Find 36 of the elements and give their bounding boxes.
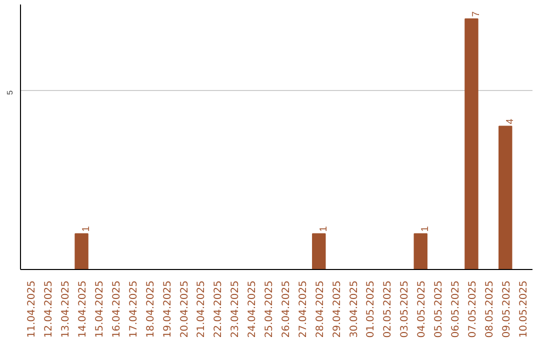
- x-tick-label: 04.05.2025: [416, 280, 428, 338]
- x-tick-label: 25.04.2025: [264, 280, 276, 338]
- data-label: 4: [504, 118, 516, 124]
- x-tick-label: 01.05.2025: [366, 280, 377, 338]
- x-tick-label: 12.04.2025: [44, 280, 55, 338]
- x-tick-label: 20.04.2025: [179, 280, 190, 338]
- x-tick-label: 10.05.2025: [518, 280, 530, 338]
- x-tick-label: 18.04.2025: [145, 280, 156, 338]
- x-tick-label: 11.04.2025: [26, 280, 38, 338]
- x-tick-label: 26.04.2025: [280, 280, 292, 338]
- x-tick-label: 08.05.2025: [484, 280, 496, 338]
- x-tick-label: 03.05.2025: [400, 280, 411, 338]
- data-label: 7: [470, 10, 482, 17]
- x-tick-label: 06.05.2025: [450, 280, 462, 338]
- x-tick-label: 27.04.2025: [298, 280, 309, 338]
- data-label: 1: [420, 226, 432, 232]
- x-tick-label: 17.04.2025: [128, 280, 140, 338]
- x-tick-label: 07.05.2025: [467, 280, 478, 338]
- x-tick-label: 30.04.2025: [348, 280, 360, 338]
- data-label: 1: [318, 226, 330, 232]
- x-tick-label: 22.04.2025: [213, 280, 224, 338]
- x-tick-label: 19.04.2025: [162, 280, 174, 338]
- x-tick-label: 21.04.2025: [196, 280, 208, 338]
- x-tick-label: 24.04.2025: [247, 280, 258, 338]
- x-tick-label: 02.05.2025: [382, 280, 394, 338]
- x-tick-label: 16.04.2025: [111, 280, 122, 338]
- x-tick-label: 05.05.2025: [434, 280, 445, 338]
- x-tick-label: 28.04.2025: [314, 280, 326, 338]
- x-tick-label: 13.04.2025: [60, 280, 72, 338]
- y-tick-label: 5: [6, 90, 14, 95]
- x-tick-label: 09.05.2025: [501, 280, 512, 338]
- x-tick-label: 29.04.2025: [332, 280, 343, 338]
- x-tick-label: 15.04.2025: [94, 280, 106, 338]
- data-label: 1: [81, 226, 92, 232]
- x-tick-label: 14.04.2025: [78, 280, 89, 338]
- x-tick-label: 23.04.2025: [230, 280, 242, 338]
